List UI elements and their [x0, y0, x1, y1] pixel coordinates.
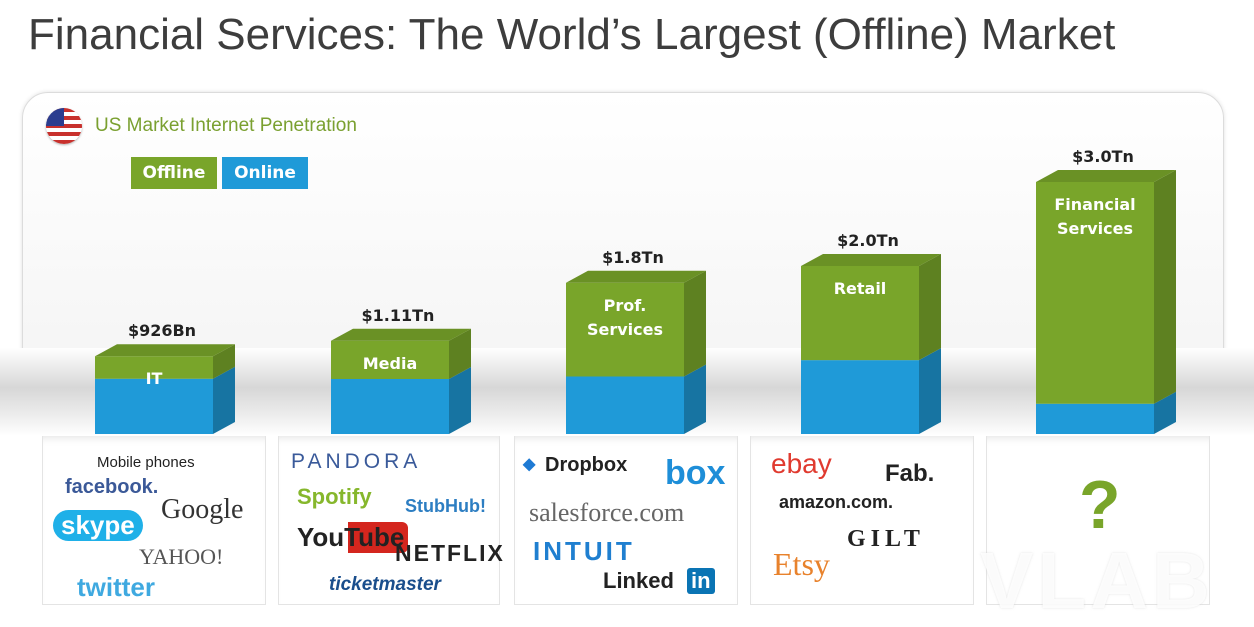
bar-total-label-3: $2.0Tn	[837, 231, 899, 250]
dropbox-icon: ◆	[523, 456, 536, 473]
chart-subtitle: US Market Internet Penetration	[95, 115, 357, 136]
bar-total-label-0: $926Bn	[128, 321, 196, 340]
salesforce-logo: salesforce.com	[529, 498, 685, 527]
netflix-logo: NETFLIX	[395, 540, 505, 566]
bar-offline-0	[95, 356, 213, 379]
dropbox-logo: Dropbox	[545, 454, 628, 476]
bar-online-2	[566, 376, 684, 434]
bar-total-label-1: $1.11Tn	[362, 306, 435, 325]
skype-logo: skype	[53, 510, 143, 541]
fab-logo: Fab.	[885, 460, 935, 487]
legend-offline: Offline	[131, 157, 217, 189]
bar-offline-1	[331, 340, 449, 379]
youtube-logo: YouTube	[293, 522, 409, 553]
logos-it: Mobile phones facebook. Google skype YAH…	[42, 436, 266, 605]
pandora-logo: PANDORA	[291, 450, 422, 473]
bar-top-1	[331, 328, 471, 341]
bar-category-label-0: IT	[146, 369, 163, 388]
spotify-logo: Spotify	[297, 484, 372, 509]
etsy-logo: Etsy	[773, 546, 830, 582]
twitter-logo: twitter	[77, 572, 155, 602]
gilt-logo: GILT	[847, 526, 925, 552]
bar-offline-side-4	[1154, 170, 1176, 404]
bar-offline-side-3	[919, 254, 941, 361]
bar-category-label-1: Media	[363, 354, 418, 373]
bar-online-side-4	[1154, 391, 1176, 434]
bar-online-4	[1036, 403, 1154, 434]
bar-top-3	[801, 254, 941, 266]
logos-media: PANDORA Spotify StubHub! YouTube NETFLIX…	[278, 436, 503, 605]
facebook-logo: facebook.	[65, 476, 159, 498]
us-flag-icon	[46, 108, 82, 144]
bar-online-0	[95, 378, 213, 434]
question-mark: ?	[1079, 467, 1121, 543]
linkedin-logo: Linked	[603, 568, 674, 593]
bar-top-0	[95, 344, 235, 357]
bar-online-side-2	[684, 364, 706, 434]
bar-offline-side-2	[684, 270, 706, 377]
bar-total-label-4: $3.0Tn	[1072, 147, 1134, 166]
bar-offline-3	[801, 266, 919, 361]
box-logo: box	[665, 454, 726, 492]
slide-title: Financial Services: The World’s Largest …	[28, 10, 1116, 59]
mobile-phones-label: Mobile phones	[97, 454, 195, 471]
bar-online-side-3	[919, 348, 941, 434]
linkedin-in-logo: in	[687, 568, 715, 594]
ebay-logo: ebay	[771, 448, 832, 479]
stubhub-logo: StubHub!	[405, 496, 486, 516]
bar-top-4	[1036, 170, 1176, 182]
bar-total-label-2: $1.8Tn	[602, 248, 664, 267]
logos-prof-services: ◆ Dropbox box salesforce.com INTUIT Link…	[514, 436, 738, 605]
bar-online-side-0	[213, 366, 235, 434]
google-logo: Google	[161, 494, 244, 525]
amazon-logo: amazon.com.	[779, 492, 894, 512]
bar-offline-side-0	[213, 344, 235, 379]
intuit-logo: INTUIT	[533, 536, 635, 566]
bar-offline-4	[1036, 182, 1154, 404]
legend-online: Online	[222, 157, 308, 189]
bar-category-label-4-1: Services	[1057, 219, 1133, 238]
bar-category-label-3: Retail	[834, 279, 887, 298]
logos-retail: ebay Fab. amazon.com. GILT Etsy	[750, 436, 974, 605]
vlab-watermark: VLAB	[980, 536, 1214, 625]
bar-category-label-2-0: Prof.	[604, 296, 647, 315]
bar-online-3	[801, 360, 919, 434]
ticketmaster-logo: ticketmaster	[329, 574, 441, 595]
bar-category-label-4-0: Financial	[1054, 195, 1135, 214]
bar-online-side-1	[449, 366, 471, 434]
bar-top-2	[566, 270, 706, 283]
bar-offline-side-1	[449, 328, 471, 379]
bar-online-1	[331, 378, 449, 434]
bar-category-label-2-1: Services	[587, 320, 663, 339]
logos-financial-services: ?	[986, 436, 1210, 605]
yahoo-logo: YAHOO!	[139, 544, 224, 569]
bar-offline-2	[566, 282, 684, 377]
